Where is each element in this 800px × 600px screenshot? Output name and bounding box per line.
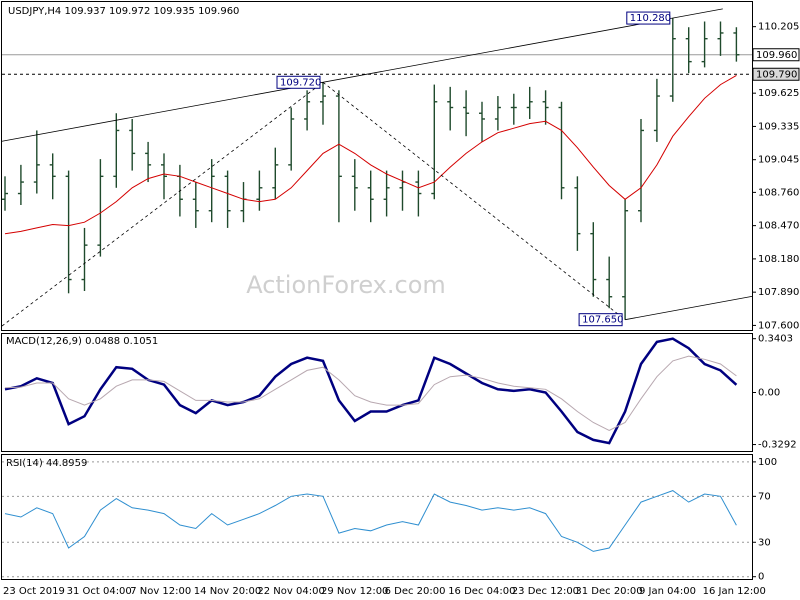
annotation-label: 110.280	[630, 13, 671, 24]
y-tick-label: 70	[758, 491, 771, 502]
y-tick-label: 0.3403	[758, 334, 793, 345]
y-tick-label: 109.335	[758, 121, 799, 132]
y-tick-label: -0.3292	[758, 440, 797, 451]
channel-upper	[1, 8, 723, 142]
y-tick-label: 109.045	[758, 155, 799, 166]
x-tick-label: 7 Nov 12:00	[130, 586, 191, 597]
price-title: USDJPY,H4 109.937 109.972 109.935 109.96…	[8, 6, 239, 17]
annotation-box	[578, 313, 623, 327]
annotation-box	[626, 11, 671, 25]
x-tick-label: 9 Jan 04:00	[639, 586, 696, 597]
price-panel	[1, 1, 753, 331]
rsi-panel	[1, 454, 753, 580]
series-line	[4, 490, 737, 552]
x-tick-label: 14 Nov 20:00	[194, 586, 261, 597]
x-tick-label: 31 Dec 20:00	[575, 586, 642, 597]
trend-dashed	[1, 81, 324, 327]
level-label: 109.960	[756, 50, 797, 61]
y-tick-label: 108.760	[758, 187, 799, 198]
series-line	[4, 355, 737, 431]
x-tick-label: 22 Nov 04:00	[257, 586, 324, 597]
y-tick-label: 109.625	[758, 88, 799, 99]
y-tick-label: 110.205	[758, 22, 799, 33]
y-tick-label: 107.890	[758, 287, 799, 298]
watermark: ActionForex.com	[246, 271, 446, 299]
y-tick-label: 108.180	[758, 254, 799, 265]
y-tick-label: 107.600	[758, 320, 799, 331]
y-tick-label: 0	[758, 572, 764, 583]
x-tick-label: 31 Oct 04:00	[67, 586, 132, 597]
annotation-label: 107.650	[582, 315, 623, 326]
x-tick-label: 16 Jan 12:00	[703, 586, 766, 597]
y-tick-label: 0.00	[758, 388, 780, 399]
x-tick-label: 23 Dec 12:00	[512, 586, 579, 597]
y-tick-label: 108.470	[758, 221, 799, 232]
rsi-title: RSI(14) 44.8959	[6, 458, 87, 469]
series-line	[4, 337, 738, 445]
x-tick-label: 16 Dec 04:00	[448, 586, 515, 597]
y-tick-label: 30	[758, 537, 771, 548]
x-tick-label: 6 Dec 20:00	[385, 586, 446, 597]
trend-dashed	[322, 81, 626, 320]
annotation-label: 109.720	[280, 77, 321, 88]
level-label-box	[752, 48, 800, 62]
moving-average	[4, 74, 737, 235]
x-tick-label: 29 Nov 12:00	[321, 586, 388, 597]
channel-lower	[625, 295, 753, 321]
macd-title: MACD(12,26,9) 0.0488 0.1051	[6, 336, 158, 347]
level-label-box	[752, 67, 800, 81]
level-label: 109.790	[756, 69, 797, 80]
x-tick-label: 23 Oct 2019	[3, 586, 65, 597]
annotation-box	[276, 75, 321, 89]
y-tick-label: 100	[758, 457, 777, 468]
